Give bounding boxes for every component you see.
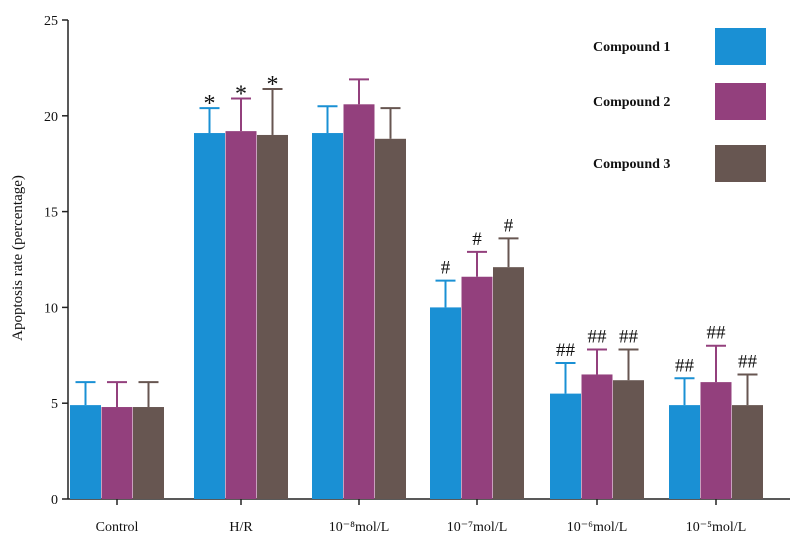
- bar: [257, 134, 288, 499]
- annotations: * * *####### ########: [204, 72, 758, 376]
- bar: [343, 104, 375, 499]
- bar: [613, 380, 644, 499]
- significance-marker: ##: [556, 340, 576, 361]
- bar: [133, 407, 164, 499]
- y-tick-label: 20: [44, 110, 58, 125]
- x-category-label: 10⁻⁸mol/L: [329, 520, 390, 535]
- legend-label: Compound 1: [593, 40, 670, 55]
- significance-marker: ##: [707, 323, 727, 344]
- bar: [493, 267, 524, 499]
- legend-swatch: [715, 145, 766, 182]
- significance-marker: #: [472, 229, 482, 250]
- bars: [70, 78, 763, 500]
- y-tick-label: 10: [44, 301, 58, 316]
- legend-label: Compound 3: [593, 157, 670, 172]
- x-category-label: 10⁻⁷mol/L: [447, 520, 508, 535]
- bar: [70, 405, 101, 499]
- legend-label: Compound 2: [593, 95, 670, 110]
- bar: [312, 133, 343, 499]
- bar: [669, 405, 700, 499]
- bar: [581, 374, 613, 499]
- bar: [430, 307, 461, 499]
- significance-marker: ##: [619, 327, 639, 348]
- y-tick-label: 5: [51, 397, 58, 412]
- x-category-label: H/R: [229, 520, 253, 535]
- y-tick-label: 0: [51, 493, 58, 508]
- significance-marker: ##: [588, 327, 608, 348]
- significance-marker: *: [235, 82, 247, 108]
- bar: [700, 382, 732, 499]
- significance-marker: ##: [738, 351, 758, 372]
- bar: [550, 393, 581, 499]
- x-category-label: 10⁻⁵mol/L: [686, 520, 747, 535]
- y-tick-label: 25: [44, 14, 58, 29]
- legend-swatch: [715, 83, 766, 120]
- bar: [101, 407, 133, 499]
- axes: 0 5 10 15 20 25 Control H/R 10⁻⁸mol/L 10⁻⁷mol/L 10…: [44, 14, 790, 535]
- significance-marker: #: [504, 215, 514, 236]
- x-category-label: Control: [96, 520, 139, 535]
- bar: [194, 133, 225, 499]
- significance-marker: *: [267, 72, 279, 98]
- bar: [461, 276, 493, 499]
- y-tick-label: 15: [44, 206, 58, 221]
- significance-marker: *: [204, 91, 216, 117]
- significance-marker: ##: [675, 355, 695, 376]
- legend-swatch: [715, 28, 766, 65]
- x-category-label: 10⁻⁶mol/L: [567, 520, 628, 535]
- bar: [732, 405, 763, 499]
- legend: Compound 1 Compound 2 Compound 3: [593, 28, 766, 182]
- bar: [225, 131, 257, 500]
- significance-marker: #: [441, 258, 451, 279]
- y-axis-label: Apoptosis rate (percentage): [10, 175, 26, 341]
- bar: [375, 138, 406, 500]
